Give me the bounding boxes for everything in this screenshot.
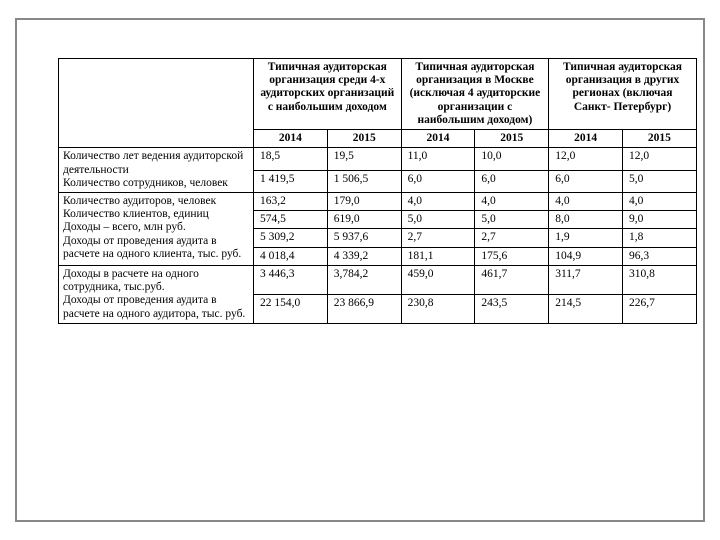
table-row: Количество аудиторов, человек Количество… xyxy=(59,192,697,210)
cell: 1 419,5 xyxy=(254,170,328,192)
group-header: Типичная аудиторская организация в други… xyxy=(549,59,697,130)
cell: 214,5 xyxy=(549,294,623,323)
cell: 104,9 xyxy=(549,247,623,265)
cell: 12,0 xyxy=(549,148,623,170)
cell: 3,784,2 xyxy=(327,265,401,294)
row-label-merged: Количество лет ведения аудиторской деяте… xyxy=(59,148,254,193)
cell: 461,7 xyxy=(475,265,549,294)
row-label-line: Количество клиентов, единиц xyxy=(63,208,209,220)
cell: 181,1 xyxy=(401,247,475,265)
row-label-line: Количество аудиторов, человек xyxy=(63,195,216,207)
year-header: 2014 xyxy=(549,130,623,148)
cell: 5 937,6 xyxy=(327,229,401,247)
cell: 19,5 xyxy=(327,148,401,170)
cell: 226,7 xyxy=(623,294,697,323)
cell: 5,0 xyxy=(623,170,697,192)
cell: 23 866,9 xyxy=(327,294,401,323)
group-header-row: Типичная аудиторская организация среди 4… xyxy=(59,59,697,130)
cell: 18,5 xyxy=(254,148,328,170)
cell: 4 339,2 xyxy=(327,247,401,265)
cell: 9,0 xyxy=(623,211,697,229)
year-header: 2014 xyxy=(401,130,475,148)
table-row: Доходы в расчете на одного сотрудника, т… xyxy=(59,265,697,294)
cell: 5 309,2 xyxy=(254,229,328,247)
cell: 6,0 xyxy=(549,170,623,192)
cell: 310,8 xyxy=(623,265,697,294)
cell: 4 018,4 xyxy=(254,247,328,265)
group-header: Типичная аудиторская организация среди 4… xyxy=(254,59,402,130)
row-label-merged: Количество аудиторов, человек Количество… xyxy=(59,192,254,265)
slide-frame: Типичная аудиторская организация среди 4… xyxy=(15,18,705,522)
cell: 3 446,3 xyxy=(254,265,328,294)
cell: 243,5 xyxy=(475,294,549,323)
cell: 175,6 xyxy=(475,247,549,265)
cell: 6,0 xyxy=(475,170,549,192)
cell: 5,0 xyxy=(475,211,549,229)
cell: 179,0 xyxy=(327,192,401,210)
table-row: Количество лет ведения аудиторской деяте… xyxy=(59,148,697,170)
cell: 1,9 xyxy=(549,229,623,247)
group-header: Типичная аудиторская организация в Москв… xyxy=(401,59,549,130)
cell: 459,0 xyxy=(401,265,475,294)
cell: 1 506,5 xyxy=(327,170,401,192)
cell: 1,8 xyxy=(623,229,697,247)
year-header: 2014 xyxy=(254,130,328,148)
row-label-merged: Доходы в расчете на одного сотрудника, т… xyxy=(59,265,254,323)
cell: 11,0 xyxy=(401,148,475,170)
cell: 8,0 xyxy=(549,211,623,229)
row-label-line: Количество сотрудников, человек xyxy=(63,177,228,189)
cell: 5,0 xyxy=(401,211,475,229)
cell: 12,0 xyxy=(623,148,697,170)
table-body: Количество лет ведения аудиторской деяте… xyxy=(59,148,697,323)
cell: 2,7 xyxy=(475,229,549,247)
row-label-line: Доходы от проведения аудита в расчете на… xyxy=(63,235,241,260)
cell: 4,0 xyxy=(401,192,475,210)
cell: 22 154,0 xyxy=(254,294,328,323)
cell: 619,0 xyxy=(327,211,401,229)
row-label-line: Доходы – всего, млн руб. xyxy=(63,221,186,233)
header-corner xyxy=(59,59,254,148)
cell: 230,8 xyxy=(401,294,475,323)
row-label-line: Доходы в расчете на одного сотрудника, т… xyxy=(63,268,199,293)
cell: 4,0 xyxy=(623,192,697,210)
cell: 4,0 xyxy=(549,192,623,210)
cell: 2,7 xyxy=(401,229,475,247)
cell: 311,7 xyxy=(549,265,623,294)
row-label-line: Количество лет ведения аудиторской деяте… xyxy=(63,150,243,175)
cell: 6,0 xyxy=(401,170,475,192)
cell: 4,0 xyxy=(475,192,549,210)
cell: 96,3 xyxy=(623,247,697,265)
cell: 574,5 xyxy=(254,211,328,229)
year-header: 2015 xyxy=(475,130,549,148)
year-header: 2015 xyxy=(327,130,401,148)
cell: 163,2 xyxy=(254,192,328,210)
row-label-line: Доходы от проведения аудита в расчете на… xyxy=(63,294,245,319)
table-container: Типичная аудиторская организация среди 4… xyxy=(58,58,696,324)
data-table: Типичная аудиторская организация среди 4… xyxy=(58,58,697,324)
year-header: 2015 xyxy=(623,130,697,148)
cell: 10,0 xyxy=(475,148,549,170)
